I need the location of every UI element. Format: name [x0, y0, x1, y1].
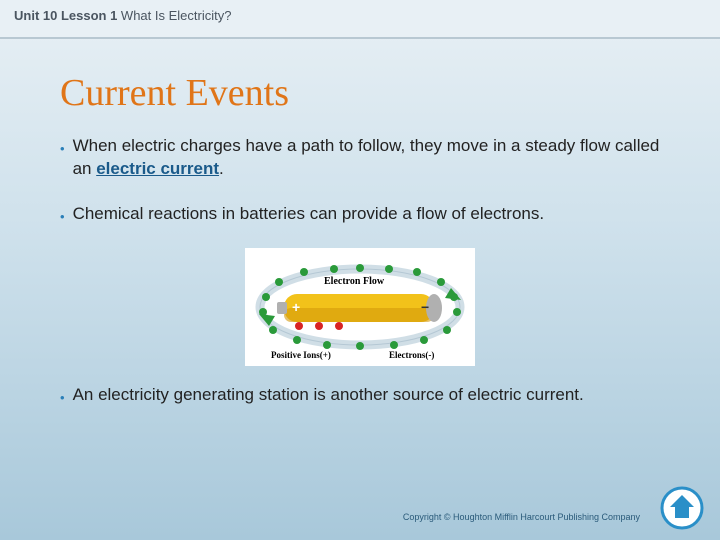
content-area: Current Events • When electric charges h… — [0, 39, 720, 407]
keyword-electric-current: electric current — [96, 159, 219, 178]
minus-symbol: − — [421, 299, 429, 315]
home-button[interactable] — [660, 486, 704, 530]
battery-tip — [277, 302, 287, 314]
battery-shade — [284, 308, 434, 322]
bullet-1: • When electric charges have a path to f… — [60, 135, 660, 181]
bullet-dot-icon: • — [60, 141, 65, 156]
header-bar: Unit 10 Lesson 1 What Is Electricity? — [0, 0, 720, 39]
bullet-3: • An electricity generating station is a… — [60, 384, 660, 407]
label-flow: Electron Flow — [324, 276, 385, 287]
unit-lesson-rest: What Is Electricity? — [117, 8, 231, 23]
battery-diagram-svg: + − Electron Flow Positive Ions(+) Elect… — [249, 252, 471, 362]
bullet-dot-icon: • — [60, 209, 65, 224]
positive-ions — [295, 322, 343, 330]
battery-diagram: + − Electron Flow Positive Ions(+) Elect… — [245, 248, 475, 366]
copyright-text: Copyright © Houghton Mifflin Harcourt Pu… — [403, 512, 640, 522]
home-icon — [660, 486, 704, 530]
plus-symbol: + — [292, 299, 300, 315]
bullet-1-text: When electric charges have a path to fol… — [73, 135, 660, 181]
bullet-dot-icon: • — [60, 390, 65, 405]
bullet-1-post: . — [219, 159, 224, 178]
bullet-3-text: An electricity generating station is ano… — [73, 384, 584, 407]
unit-lesson-bold: Unit 10 Lesson 1 — [14, 8, 117, 23]
label-electrons: Electrons(-) — [389, 350, 434, 360]
label-positive: Positive Ions(+) — [271, 350, 331, 360]
slide-title: Current Events — [60, 71, 660, 115]
bullet-2-text: Chemical reactions in batteries can prov… — [73, 203, 545, 226]
bullet-2: • Chemical reactions in batteries can pr… — [60, 203, 660, 226]
diagram-container: + − Electron Flow Positive Ions(+) Elect… — [60, 248, 660, 366]
unit-lesson-label: Unit 10 Lesson 1 What Is Electricity? — [14, 8, 706, 23]
